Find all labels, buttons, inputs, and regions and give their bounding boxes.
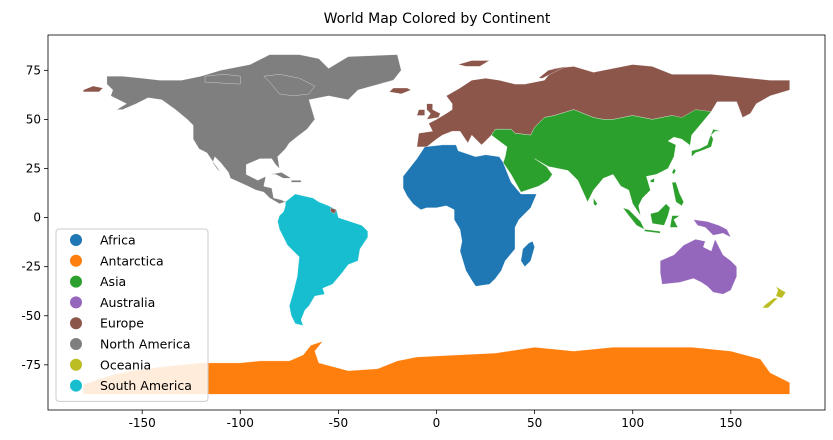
new-zealand-north-region [775, 285, 787, 299]
legend-label: Europe [100, 316, 144, 331]
novaya-zemlya-region [538, 66, 567, 79]
svalbard-region [457, 60, 491, 67]
legend-label: Oceania [100, 357, 151, 372]
legend-label: North America [100, 337, 191, 352]
new-guinea-region [693, 219, 732, 238]
legend-label: South America [100, 378, 192, 393]
hispaniola-region [291, 180, 302, 183]
legend-marker [70, 379, 82, 392]
x-axis-ticks: -150 -100 -50 0 50 100 150 [129, 410, 742, 430]
legend-label: Australia [100, 295, 155, 310]
victoria-island-region [204, 74, 241, 85]
madagascar-region [520, 240, 535, 267]
x-tick-label: 50 [527, 416, 542, 430]
x-tick-label: -150 [129, 416, 156, 430]
legend-label: Asia [100, 274, 126, 289]
legend-marker [70, 275, 82, 288]
y-tick-label: 50 [26, 112, 41, 126]
baffin-island-region [263, 74, 316, 97]
cuba-region [269, 172, 292, 179]
australia-region [660, 238, 737, 295]
x-tick-label: 0 [433, 416, 441, 430]
great-britain-region [426, 103, 441, 120]
continent-regions [83, 54, 790, 395]
sulawesi-region [669, 215, 681, 228]
y-tick-label: 0 [33, 211, 41, 225]
legend-box [55, 228, 209, 402]
philippines-region [671, 182, 684, 207]
java-region [644, 229, 661, 234]
taiwan-region [671, 168, 677, 175]
y-axis-ticks: 75 50 25 0 -25 -50 -75 [21, 63, 48, 372]
asia-region [491, 109, 712, 216]
legend-marker [70, 234, 82, 246]
y-tick-label: -50 [21, 309, 41, 323]
north-america-region [106, 54, 402, 204]
new-zealand-south-region [761, 297, 779, 309]
south-america-region [277, 193, 368, 326]
legend-marker [70, 338, 82, 350]
japan-region [691, 129, 722, 158]
africa-region [402, 144, 537, 287]
x-tick-label: -100 [227, 416, 254, 430]
y-tick-label: -25 [21, 260, 41, 274]
y-tick-label: 75 [26, 63, 41, 77]
hainan-region [650, 178, 655, 183]
x-tick-label: 150 [719, 416, 742, 430]
legend-label: Africa [100, 233, 136, 248]
map-title: World Map Colored by Continent [324, 11, 551, 27]
legend-marker [70, 317, 82, 330]
chukotka-west-region [83, 85, 104, 93]
antarctica-region [83, 340, 790, 395]
iceland-region [389, 87, 412, 95]
legend-label: Antarctica [100, 253, 164, 268]
french-guiana-region [330, 207, 337, 214]
legend-marker [70, 296, 82, 309]
y-tick-label: -75 [21, 358, 41, 372]
ireland-region [416, 109, 425, 116]
sri-lanka-region [593, 197, 598, 207]
borneo-region [650, 203, 671, 226]
y-tick-label: 25 [26, 162, 41, 176]
legend-marker [70, 358, 82, 371]
x-tick-label: -50 [329, 416, 349, 430]
legend: Africa Antarctica Asia Australia Europe North… [55, 228, 209, 402]
legend-marker [70, 254, 82, 267]
x-tick-label: 100 [621, 416, 644, 430]
